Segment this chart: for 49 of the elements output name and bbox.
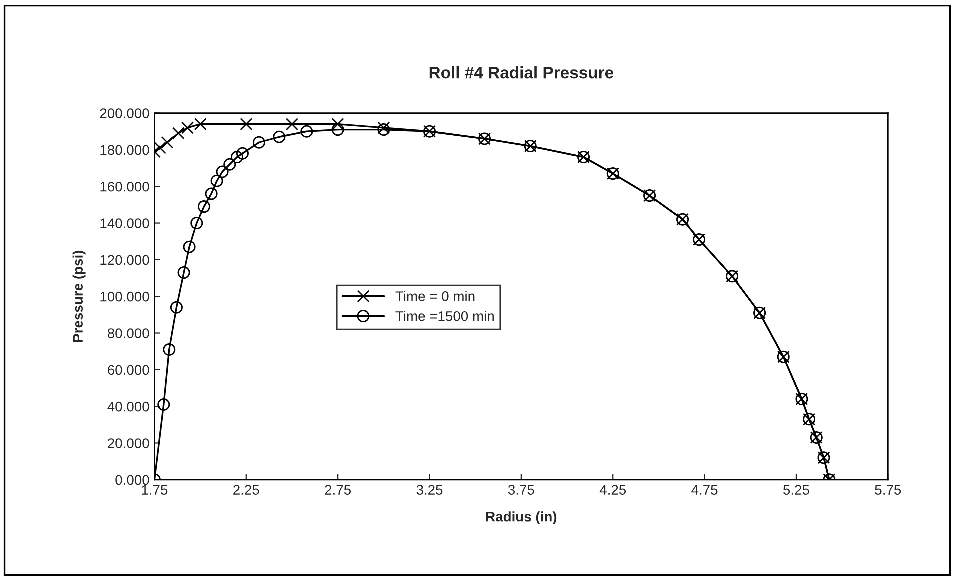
point: [172, 127, 185, 140]
point: [300, 125, 314, 138]
point: [205, 188, 218, 200]
y-tick-label: 80.000: [108, 328, 150, 338]
x-tick-label: 3.25: [416, 485, 443, 495]
point: [194, 118, 207, 131]
point: [163, 344, 176, 356]
point: [332, 118, 344, 131]
point: [178, 266, 190, 280]
y-tick-label: 200.000: [100, 108, 150, 118]
point: [332, 124, 344, 136]
point: [183, 240, 196, 254]
legend-label: Time =1500 min: [396, 311, 494, 322]
point: [161, 136, 174, 149]
x-tick-label: 2.75: [325, 485, 352, 495]
point: [158, 398, 170, 411]
x-tick-label: 4.75: [692, 485, 718, 495]
y-axis-title: Pressure (psi): [72, 250, 86, 342]
y-tick-label: 120.000: [100, 255, 150, 266]
point: [273, 130, 286, 144]
point: [216, 166, 229, 178]
point: [181, 122, 194, 134]
y-tick-label: 60.000: [108, 365, 150, 376]
y-tick-label: 100.000: [100, 292, 150, 302]
point: [236, 147, 249, 160]
legend-label: Time = 0 min: [396, 291, 475, 302]
point: [170, 301, 183, 314]
x-tick-label: 5.75: [875, 485, 902, 495]
y-tick-label: 180.000: [100, 145, 150, 156]
point: [230, 151, 244, 164]
point: [190, 217, 204, 230]
y-tick-label: 40.000: [108, 402, 150, 412]
y-tick-label: 0.000: [116, 475, 150, 486]
y-tick-label: 160.000: [100, 182, 150, 192]
point: [224, 158, 236, 171]
x-axis-title: Radius (in): [486, 512, 557, 525]
point: [240, 118, 253, 131]
y-tick-label: 140.000: [100, 218, 150, 228]
point: [198, 200, 210, 214]
point: [252, 136, 266, 149]
point: [286, 118, 298, 131]
chart-title: Roll #4 Radial Pressure: [430, 66, 614, 79]
x-tick-label: 4.25: [600, 485, 626, 495]
y-tick-label: 20.000: [108, 438, 150, 448]
x-tick-label: 1.75: [142, 485, 168, 495]
point: [210, 174, 224, 188]
x-tick-label: 5.25: [784, 485, 810, 495]
x-tick-label: 2.25: [234, 485, 260, 495]
x-tick-label: 3.75: [508, 485, 534, 495]
